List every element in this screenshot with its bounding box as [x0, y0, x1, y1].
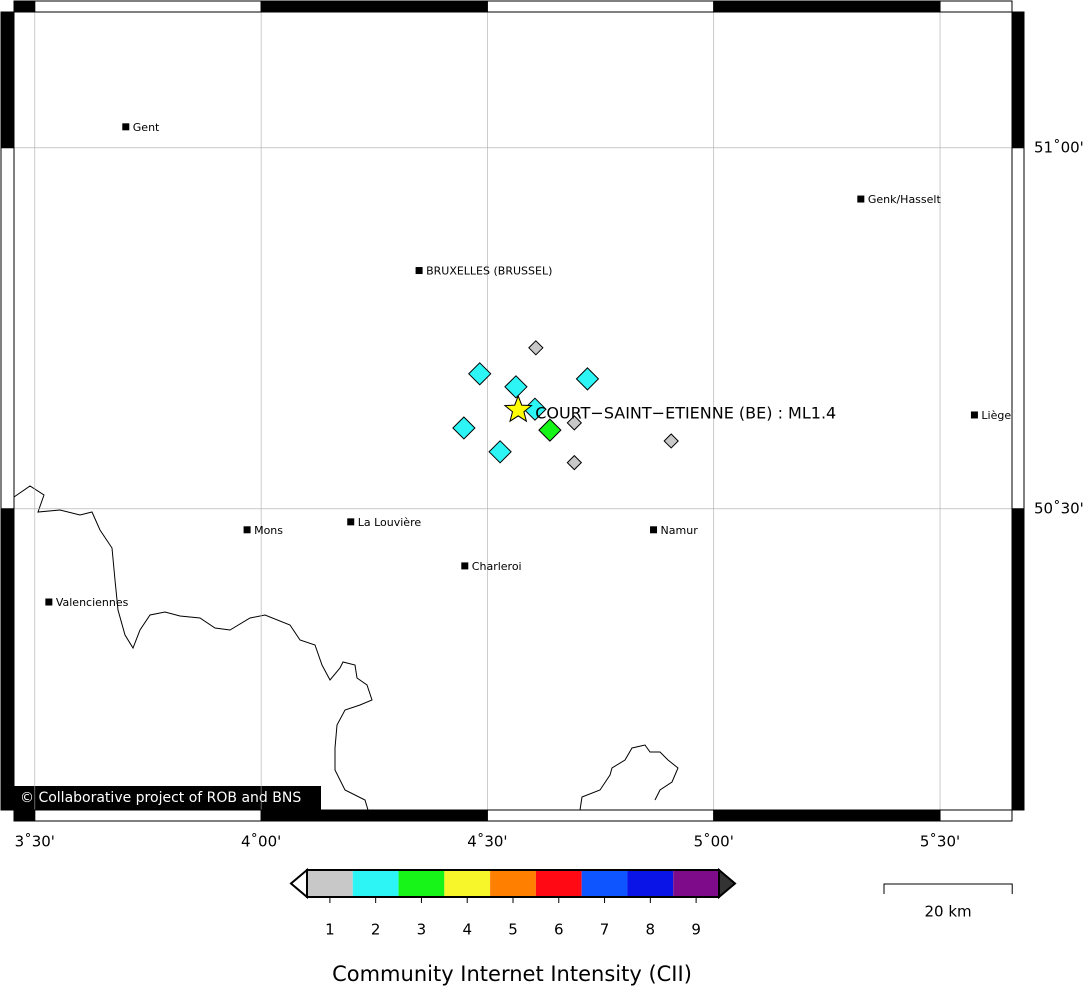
- frame-segment: [486, 0, 715, 13]
- colorbar-swatch: [307, 870, 353, 897]
- y-tick-label: 51˚00': [1034, 138, 1084, 156]
- frame-segment: [34, 809, 262, 822]
- intensity-report: [566, 454, 583, 471]
- border-line: [13, 485, 373, 811]
- colorbar-swatch: [490, 870, 536, 897]
- colorbar-label: 3: [417, 921, 427, 939]
- frame-segment: [13, 0, 36, 13]
- colorbar-swatch: [444, 870, 491, 897]
- frame-segment: [1011, 147, 1025, 510]
- frame-segment: [939, 809, 1013, 822]
- city-label: Liège: [981, 409, 1011, 422]
- colorbar-label: 7: [600, 921, 610, 939]
- city-marker: [122, 123, 130, 131]
- colorbar-end: [289, 867, 308, 900]
- intensity-report: [528, 340, 544, 356]
- city-label: Charleroi: [472, 560, 522, 573]
- city-marker: [45, 598, 53, 606]
- colorbar-label: 6: [554, 921, 564, 939]
- city-label: Valenciennes: [56, 596, 129, 609]
- frame-segment: [713, 809, 941, 822]
- frame-segment: [0, 11, 15, 149]
- colorbar-frame: [306, 869, 720, 898]
- colorbar-label: 4: [462, 921, 472, 939]
- x-tick-label: 4˚30': [467, 833, 507, 851]
- colorbar-swatch: [398, 870, 445, 897]
- colorbar-label: 2: [371, 921, 381, 939]
- x-tick-label: 5˚30': [920, 833, 960, 851]
- frame-segment: [0, 147, 15, 510]
- border-line: [579, 744, 679, 811]
- x-tick-label: 3˚30': [15, 833, 55, 851]
- city-label: BRUXELLES (BRUSSEL): [426, 265, 552, 278]
- colorbar-swatch: [673, 870, 719, 897]
- colorbar-end: [718, 867, 737, 900]
- colorbar-swatch: [352, 870, 399, 897]
- colorbar-swatch: [535, 870, 582, 897]
- colorbar-label: 9: [691, 921, 701, 939]
- city-marker: [415, 267, 423, 275]
- frame-segment: [939, 0, 1013, 13]
- x-tick-label: 4˚00': [241, 833, 281, 851]
- colorbar-title: Community Internet Intensity (CII): [332, 962, 692, 986]
- city-label: Mons: [254, 524, 283, 537]
- city-marker: [970, 411, 978, 419]
- intensity-report: [452, 416, 476, 440]
- city-marker: [243, 526, 251, 534]
- y-tick-label: 50˚30': [1034, 499, 1084, 517]
- city-marker: [857, 195, 865, 203]
- frame-segment: [713, 0, 941, 13]
- intensity-report: [468, 362, 492, 386]
- city-marker: [650, 526, 658, 534]
- city-label: Genk/Hasselt: [868, 193, 942, 206]
- copyright: © Collaborative project of ROB and BNS: [20, 790, 301, 806]
- copyright-box: [14, 786, 321, 810]
- city-label: La Louvière: [358, 516, 422, 529]
- epicenter-label: COURT−SAINT−ETIENNE (BE) : ML1.4: [535, 403, 836, 422]
- colorbar-swatch: [581, 870, 628, 897]
- frame-segment: [486, 809, 715, 822]
- scale-bar: [883, 883, 1013, 894]
- frame-segment: [260, 0, 488, 13]
- city-marker: [347, 518, 355, 526]
- x-tick-label: 5˚00': [694, 833, 734, 851]
- intensity-report: [488, 440, 512, 464]
- frame-segment: [0, 508, 15, 811]
- frame-segment: [13, 809, 36, 822]
- intensity-report: [504, 375, 528, 399]
- frame-segment: [1011, 508, 1025, 811]
- city-label: Gent: [133, 121, 160, 134]
- intensity-report: [663, 433, 679, 449]
- intensity-report: [575, 367, 600, 391]
- frame-segment: [34, 0, 262, 13]
- colorbar-label: 1: [325, 921, 335, 939]
- colorbar-label: 8: [646, 921, 656, 939]
- frame-segment: [260, 809, 488, 822]
- epicenter: [503, 394, 533, 423]
- map-frame: [13, 11, 1013, 811]
- city-label: Namur: [661, 524, 699, 537]
- frame-segment: [1011, 11, 1025, 149]
- city-marker: [461, 562, 469, 570]
- colorbar-swatch: [627, 870, 674, 897]
- colorbar-label: 5: [508, 921, 518, 939]
- scale-label: 20 km: [925, 903, 972, 921]
- intensity-report: [566, 415, 583, 431]
- intensity-report: [538, 418, 562, 442]
